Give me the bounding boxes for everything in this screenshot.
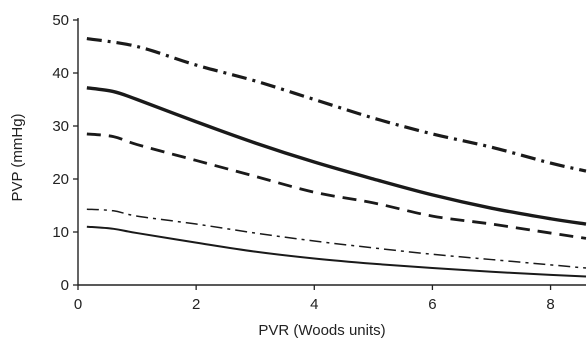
series-line-2 [86,86,587,226]
x-tick-label: 2 [192,296,200,313]
series-line-1 [86,36,587,173]
y-tick-label: 50 [52,12,69,29]
y-tick-label: 20 [52,171,69,188]
y-tick-label: 0 [61,277,69,294]
axes: 0 10 20 30 40 50 0 2 4 6 8 [52,12,586,313]
x-tick-label: 6 [428,296,436,313]
x-tick-label: 0 [74,296,82,313]
series-line-4 [86,208,587,269]
series-layer [86,36,587,278]
y-tick-label: 10 [52,224,69,241]
x-tick-label: 4 [310,296,318,313]
series-line-5 [86,225,587,278]
y-tick-label: 30 [52,118,69,135]
x-tick-label: 8 [546,296,554,313]
series-line-3 [86,132,587,240]
y-tick-label: 40 [52,65,69,82]
x-axis-label: PVR (Woods units) [258,322,385,339]
y-axis-label: PVP (mmHg) [9,113,26,201]
